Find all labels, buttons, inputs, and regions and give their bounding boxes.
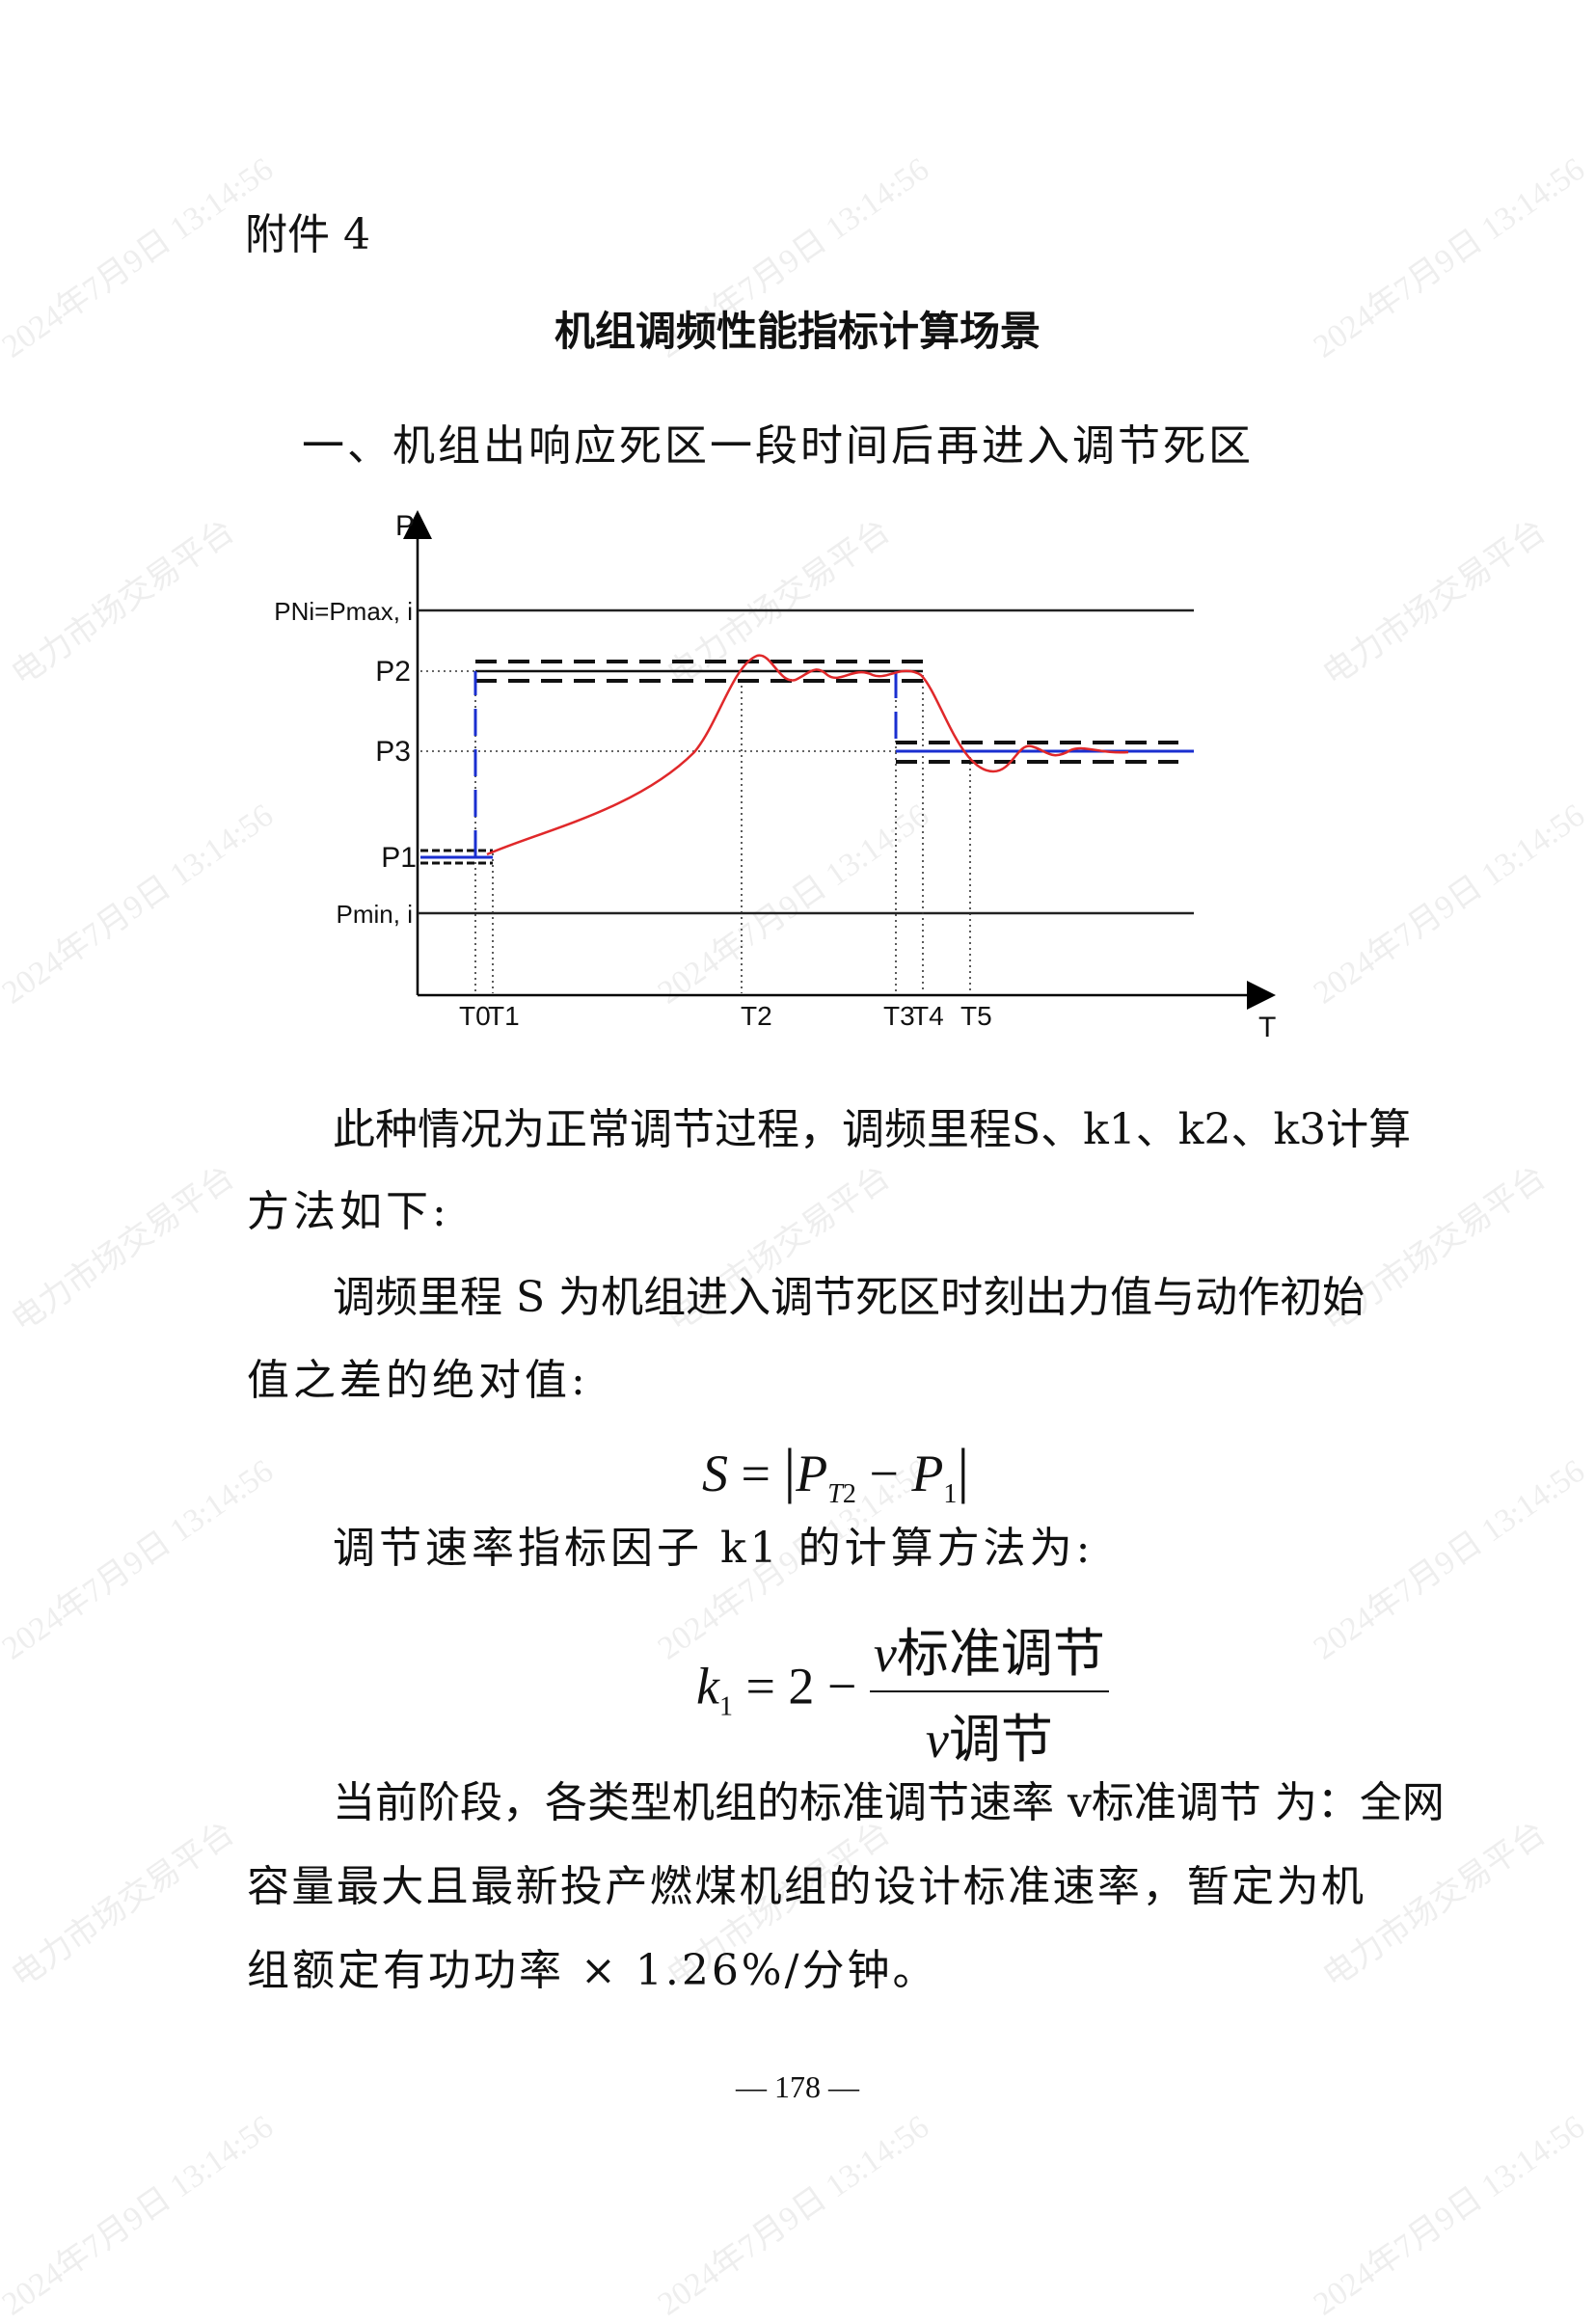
t3-label: T3 — [883, 1001, 915, 1031]
t2-label: T2 — [741, 1001, 772, 1031]
page-title: 机组调频性能指标计算场景 — [554, 308, 1041, 355]
watermark: 2024年7月9日 13:14:56 — [0, 2108, 281, 2323]
p3-label: P3 — [375, 736, 411, 768]
paragraph-4-line-1: 当前阶段，各类型机组的标准调节速率 v标准调节 为：全网 — [333, 1778, 1445, 1827]
watermark: 电力市场交易平台 — [5, 1815, 241, 1995]
paragraph-4-line-2: 容量最大且最新投产燃煤机组的设计标准速率，暂定为机 — [247, 1862, 1364, 1911]
t1-label: T1 — [488, 1001, 520, 1031]
p1-label: P1 — [381, 842, 417, 874]
x-tick-labels: T0 T1 T2 T3 T4 T5 — [459, 1001, 992, 1031]
pmax-label: PNi=Pmax, i — [274, 597, 413, 626]
page-number: — 178 — — [736, 2069, 859, 2104]
t0-label: T0 — [459, 1001, 491, 1031]
paragraph-2-line-1: 调频里程 S 为机组进入调节死区时刻出力值与动作初始 — [333, 1273, 1365, 1322]
watermark: 2024年7月9日 13:14:56 — [651, 2108, 936, 2323]
paragraph-4-line-3: 组额定有功功率 × 1.26%/分钟。 — [247, 1946, 938, 1995]
x-axis-label: T — [1258, 1012, 1276, 1043]
y-axis-label: P — [395, 510, 415, 542]
p2-label: P2 — [375, 656, 411, 688]
watermark: 2024年7月9日 13:14:56 — [1307, 2108, 1592, 2323]
section-heading: 一、机组出响应死区一段时间后再进入调节死区 — [302, 421, 1254, 471]
attachment-label: 附件 4 — [245, 210, 370, 259]
paragraph-1-line-2: 方法如下: — [247, 1187, 450, 1236]
frequency-regulation-diagram: P T PNi=Pmax, i Pmin, i P2 P3 P1 — [274, 510, 1276, 1043]
watermark: 电力市场交易平台 — [5, 1159, 241, 1339]
watermark: 2024年7月9日 13:14:56 — [1307, 1452, 1592, 1667]
pmin-label: Pmin, i — [337, 900, 413, 929]
response-curve — [486, 654, 1129, 856]
t4-label: T4 — [912, 1001, 944, 1031]
paragraph-1-line-1: 此种情况为正常调节过程，调频里程S、k1、k2、k3计算 — [333, 1105, 1412, 1154]
watermark: 2024年7月9日 13:14:56 — [0, 1452, 281, 1667]
paragraph-2-line-2: 值之差的绝对值: — [247, 1356, 589, 1405]
paragraph-3: 调节速率指标因子 k1 的计算方法为: — [333, 1524, 1095, 1573]
t5-label: T5 — [960, 1001, 992, 1031]
formula-s: S = |PT2 − P1| — [702, 1436, 970, 1509]
formula-k1: k1 = 2 − v标准调节 v调节 — [696, 1610, 1109, 1772]
command-signal — [420, 671, 1194, 859]
guide-lines — [420, 670, 971, 993]
deadband-lines — [420, 660, 1178, 865]
